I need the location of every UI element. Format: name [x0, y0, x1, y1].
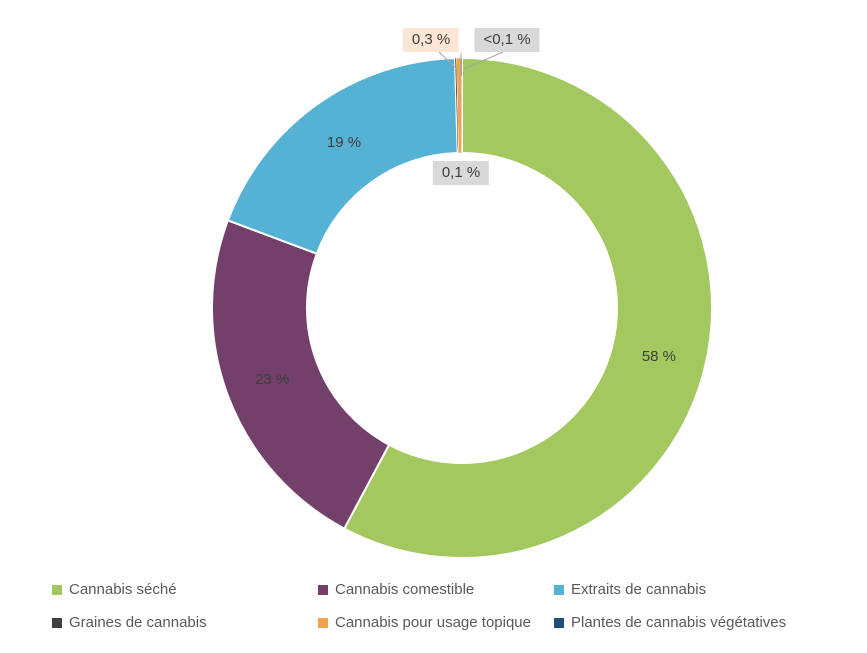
legend-swatch-icon: [52, 584, 62, 595]
legend-item-4: Cannabis pour usage topique: [318, 614, 554, 631]
chart-legend: Cannabis séché Cannabis comestible Extrait…: [52, 581, 786, 631]
legend-item-2: Extraits de cannabis: [554, 581, 786, 598]
donut-slice-2: [226, 57, 459, 255]
data-label-1: 23 %: [254, 370, 290, 388]
leader-line: [438, 51, 458, 70]
legend-swatch-icon: [52, 617, 62, 628]
data-label-0: 58 %: [641, 348, 677, 366]
data-label-3: 0,1 %: [432, 161, 490, 185]
legend-label: Extraits de cannabis: [571, 581, 707, 598]
legend-swatch-icon: [554, 584, 564, 595]
legend-item-3: Graines de cannabis: [52, 614, 318, 631]
data-label-5: <0,1 %: [474, 28, 540, 52]
legend-label: Cannabis séché: [69, 581, 177, 598]
legend-swatch-icon: [318, 617, 328, 628]
data-label-4: 0,3 %: [402, 28, 460, 52]
legend-label: Plantes de cannabis végétatives: [571, 614, 787, 631]
donut-slice-0: [342, 56, 713, 559]
legend-swatch-icon: [318, 584, 328, 595]
legend-swatch-icon: [554, 617, 564, 628]
legend-item-0: Cannabis séché: [52, 581, 318, 598]
legend-item-5: Plantes de cannabis végétatives: [554, 614, 786, 631]
data-label-2: 19 %: [326, 133, 362, 151]
legend-label: Cannabis pour usage topique: [335, 614, 531, 631]
legend-label: Graines de cannabis: [69, 614, 207, 631]
legend-label: Cannabis comestible: [335, 581, 475, 598]
donut-slice-1: [211, 219, 391, 530]
leader-line: [463, 51, 504, 70]
legend-item-1: Cannabis comestible: [318, 581, 554, 598]
